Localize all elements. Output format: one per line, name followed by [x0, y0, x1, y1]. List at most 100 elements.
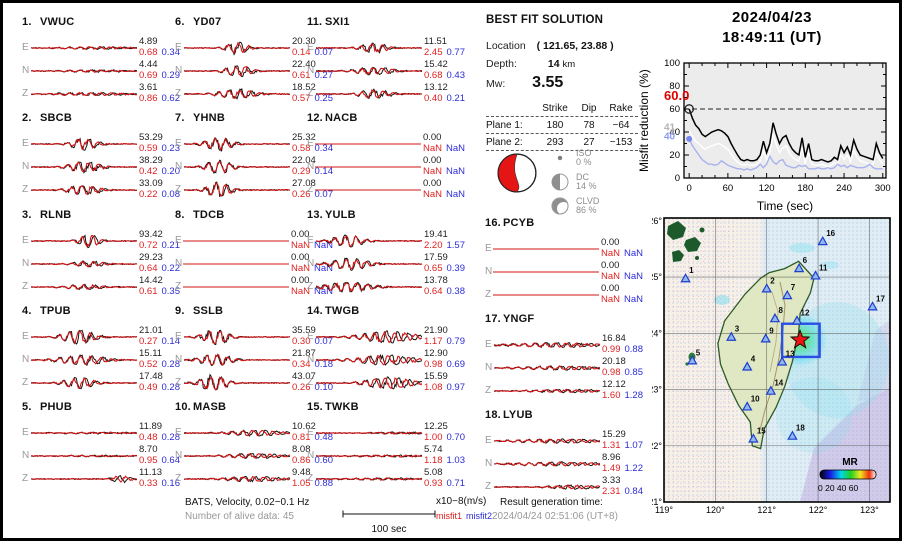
svg-text:0: 0	[687, 183, 692, 194]
misfit2-value: 0.62	[161, 92, 181, 104]
amplitude-value: 12.12	[602, 379, 626, 390]
map-station-marker: 10	[741, 394, 760, 411]
map-station-marker: 9	[760, 326, 774, 343]
clvd-icon	[551, 197, 569, 215]
misfit1-value: 1.17	[424, 335, 443, 347]
station-block: 18. LYUB E 15.29 1.31 1.07 N 8.96 1.49 1.22…	[485, 409, 643, 498]
alive-data-count: Number of alive data: 45	[185, 511, 294, 522]
clvd-row: CLVD 86 %	[550, 196, 599, 216]
station-block: 1. VWUC E 4.89 0.68 0.34 N 4.44 0.69 0.29 Z…	[22, 16, 180, 105]
station-code: TDCB	[193, 209, 225, 221]
waveform-plot	[494, 437, 600, 444]
waveform-plot	[31, 474, 137, 483]
channel-label: Z	[22, 473, 29, 484]
amplitude-value: 3.33	[602, 475, 621, 486]
channel-label: E	[22, 331, 29, 342]
synthetic-trace	[316, 234, 422, 247]
waveform-row: N 15.42 0.68 0.43	[307, 59, 465, 82]
misfit1-legend: misfit1	[436, 511, 463, 521]
misfit1-value: 0.98	[602, 366, 621, 378]
waveform-row: Z 17.48 0.49 0.28	[22, 371, 180, 394]
misfit2-value: 0.70	[446, 431, 466, 443]
channel-label: Z	[307, 473, 314, 484]
channel-label: N	[22, 65, 30, 76]
channel-label: N	[307, 354, 315, 365]
dc-icon	[551, 173, 569, 191]
waveform-row: N 4.44 0.69 0.29	[22, 59, 180, 82]
channel-label: E	[307, 427, 314, 438]
synthetic-trace	[31, 91, 137, 96]
waveform-row: Z 3.61 0.86 0.62	[22, 82, 180, 105]
synthetic-trace	[494, 364, 600, 370]
synthetic-trace	[316, 476, 422, 481]
misfit1-value: 1.31	[602, 439, 621, 451]
station-block: 9. SSLB E 35.59 0.30 0.07 N 21.87 0.34 0.18…	[175, 305, 333, 394]
waveform-plot	[316, 281, 422, 293]
map-station-marker: 17	[867, 294, 885, 311]
misfit2-value: 0.21	[446, 92, 466, 104]
svg-text:120: 120	[759, 183, 775, 194]
waveform-plot	[494, 364, 600, 371]
channel-label: Z	[485, 289, 492, 300]
misfit2-value: 0.28	[161, 381, 181, 393]
synthetic-trace	[31, 354, 137, 365]
map-station-number: 16	[826, 229, 835, 238]
station-number: 15.	[307, 401, 323, 413]
waveform-row: E 0.00 NaN NaN	[307, 132, 465, 155]
misfit2-value: 0.20	[161, 165, 181, 177]
waveform-row: E 19.41 2.20 1.57	[307, 229, 465, 252]
channel-label: Z	[307, 184, 314, 195]
map-station-number: 6	[803, 256, 808, 265]
svg-text:0: 0	[675, 173, 680, 184]
channel-label: N	[175, 354, 183, 365]
waveform-plot	[316, 233, 422, 248]
misfit-ylabel: Misfit reduction (%)	[637, 69, 651, 172]
station-block: 13. YULB E 19.41 2.20 1.57 N 17.59 0.65 0.3…	[307, 209, 465, 298]
lat-tick-label: 24°	[652, 328, 662, 338]
station-code: NACB	[325, 112, 358, 124]
station-block: 16. PCYB E 0.00 NaN NaN N 0.00 NaN NaN Z 0.…	[485, 217, 643, 306]
plane2-row: Plane 2: 293 27 −153	[486, 134, 638, 151]
synthetic-trace	[31, 453, 137, 457]
waveform-row: N 8.08 0.86 0.60	[175, 444, 333, 467]
svg-text:100: 100	[664, 58, 680, 69]
best-fit-solution-panel: BEST FIT SOLUTION Location ( 121.65, 23.…	[484, 14, 640, 216]
misfit2-value: 0.39	[446, 262, 466, 274]
synthetic-trace	[184, 181, 290, 197]
amplitude-value: 0.00	[290, 252, 310, 263]
waveform-plot	[316, 41, 422, 54]
synthetic-trace	[494, 483, 600, 490]
map-station-marker: 11	[810, 263, 828, 280]
waveform-row: Z 18.52 0.57 0.25	[175, 82, 333, 105]
misfit2-value: 0.38	[446, 285, 466, 297]
waveform-row: N 12.90 0.98 0.69	[307, 348, 465, 371]
station-number: 9.	[175, 305, 185, 317]
misfit1-value: 1.00	[424, 431, 443, 443]
waveform-plot	[316, 353, 422, 366]
waveform-row: E 12.25 1.00 0.70	[307, 421, 465, 444]
misfit2-value: 0.60	[314, 454, 334, 466]
synthetic-trace	[31, 138, 137, 150]
channel-label: N	[175, 65, 183, 76]
station-code: LYUB	[503, 409, 533, 421]
amplitude-value: 8.96	[602, 452, 621, 463]
misfit1-value: 0.58	[292, 142, 311, 154]
amplitude-value: 11.89	[139, 421, 163, 432]
channel-label: N	[22, 161, 30, 172]
misfit1-value: NaN	[422, 188, 442, 200]
synthetic-trace	[494, 341, 600, 348]
amplitude-value: 21.90	[424, 325, 448, 336]
synthetic-trace	[316, 330, 422, 343]
misfit1-value: 0.48	[139, 431, 158, 443]
channel-label: N	[175, 258, 183, 269]
channel-label: E	[485, 339, 492, 350]
channel-label: N	[22, 450, 30, 461]
misfit2-value: 1.28	[624, 389, 644, 401]
channel-label: E	[307, 331, 314, 342]
map-station-marker: 18	[787, 424, 805, 440]
taiwan-island	[717, 260, 815, 450]
misfit2-value: NaN	[623, 270, 643, 282]
misfit-annotation: 40	[664, 132, 676, 143]
waveform-row: E 10.62 0.81 0.48	[175, 421, 333, 444]
map-station-marker: 14	[765, 379, 784, 395]
